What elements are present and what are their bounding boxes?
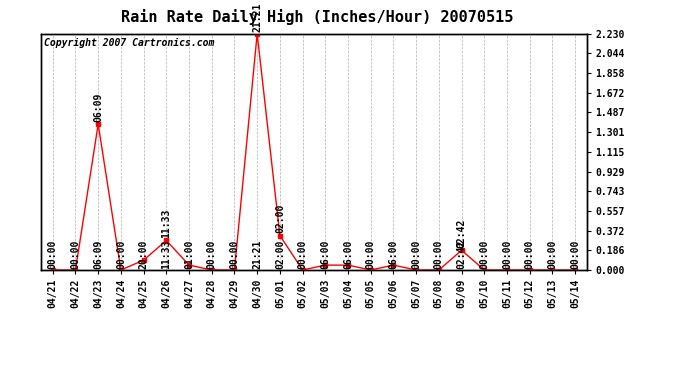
Text: 21:21: 21:21 (252, 2, 262, 32)
Text: 00:00: 00:00 (116, 240, 126, 270)
Text: 01:00: 01:00 (184, 240, 194, 270)
Text: 20:00: 20:00 (139, 240, 148, 270)
Text: 00:00: 00:00 (70, 240, 81, 270)
Text: 00:00: 00:00 (411, 240, 421, 270)
Text: 21:21: 21:21 (252, 240, 262, 270)
Text: 06:00: 06:00 (343, 240, 353, 270)
Text: 00:00: 00:00 (230, 240, 239, 270)
Text: 00:00: 00:00 (207, 240, 217, 270)
Text: 02:42: 02:42 (457, 240, 466, 270)
Text: 00:00: 00:00 (502, 240, 512, 270)
Text: 00:00: 00:00 (434, 240, 444, 270)
Text: 00:00: 00:00 (366, 240, 376, 270)
Text: 02:00: 02:00 (275, 240, 285, 270)
Text: 06:00: 06:00 (388, 240, 398, 270)
Text: 00:00: 00:00 (48, 240, 58, 270)
Text: 00:00: 00:00 (480, 240, 489, 270)
Text: 06:09: 06:09 (93, 240, 104, 270)
Text: 00:00: 00:00 (570, 240, 580, 270)
Text: 02:00: 02:00 (275, 204, 285, 234)
Text: Rain Rate Daily High (Inches/Hour) 20070515: Rain Rate Daily High (Inches/Hour) 20070… (121, 9, 513, 26)
Text: Copyright 2007 Cartronics.com: Copyright 2007 Cartronics.com (44, 39, 215, 48)
Text: 11:33: 11:33 (161, 240, 171, 270)
Text: 06:00: 06:00 (320, 240, 331, 270)
Text: 02:42: 02:42 (457, 219, 466, 248)
Text: 00:00: 00:00 (524, 240, 535, 270)
Text: 00:00: 00:00 (547, 240, 558, 270)
Text: 11:33: 11:33 (161, 209, 171, 238)
Text: 00:00: 00:00 (297, 240, 308, 270)
Text: 06:09: 06:09 (93, 93, 104, 122)
